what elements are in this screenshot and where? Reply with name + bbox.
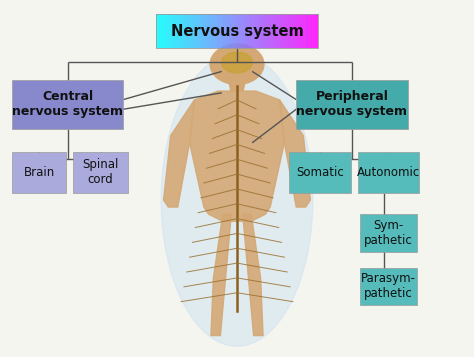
Text: Sym-
pathetic: Sym- pathetic: [365, 219, 413, 247]
FancyBboxPatch shape: [358, 152, 419, 193]
Polygon shape: [211, 214, 231, 336]
Polygon shape: [280, 100, 310, 207]
FancyBboxPatch shape: [360, 214, 417, 252]
FancyBboxPatch shape: [289, 152, 351, 193]
Text: Nervous system: Nervous system: [171, 24, 303, 39]
Text: Autonomic: Autonomic: [357, 166, 420, 179]
Polygon shape: [243, 214, 263, 336]
Circle shape: [210, 44, 264, 85]
FancyBboxPatch shape: [360, 268, 417, 305]
Polygon shape: [164, 100, 194, 207]
Text: Parasym-
pathetic: Parasym- pathetic: [361, 272, 416, 301]
Text: Peripheral
nervous system: Peripheral nervous system: [296, 90, 408, 119]
Text: Brain: Brain: [24, 166, 55, 179]
FancyBboxPatch shape: [12, 80, 123, 129]
FancyBboxPatch shape: [296, 80, 408, 129]
FancyBboxPatch shape: [73, 152, 128, 193]
Ellipse shape: [161, 54, 313, 346]
Polygon shape: [229, 84, 245, 91]
Ellipse shape: [221, 52, 252, 73]
Text: Central
nervous system: Central nervous system: [12, 90, 123, 119]
Polygon shape: [190, 91, 284, 221]
Text: Somatic: Somatic: [296, 166, 344, 179]
Text: Spinal
cord: Spinal cord: [82, 158, 119, 186]
FancyBboxPatch shape: [12, 152, 66, 193]
